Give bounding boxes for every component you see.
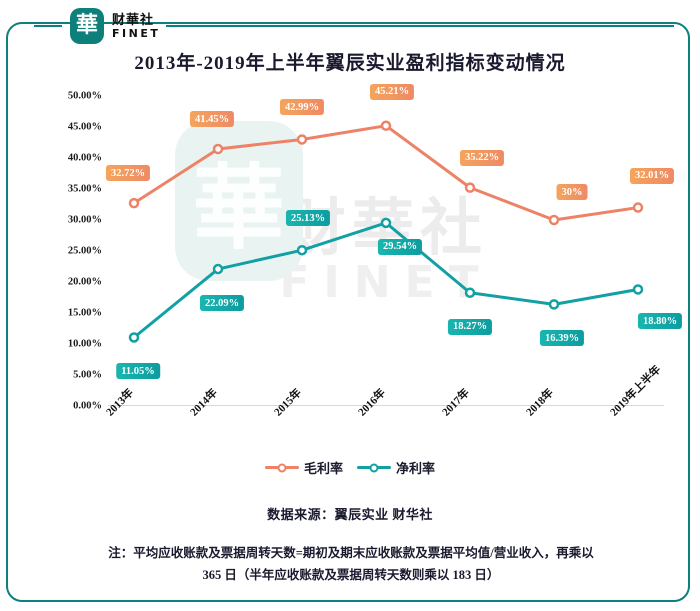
data-label: 29.54% [377, 238, 423, 255]
data-point [548, 214, 560, 226]
brand-logo: 華 财華社 FINET [34, 6, 674, 46]
data-label: 18.80% [637, 313, 683, 330]
data-point [296, 244, 308, 256]
chart-plot-area: 50.00% 45.00% 40.00% 35.00% 30.00% 25.00% 20.0… [36, 83, 683, 412]
legend-label: 净利率 [396, 461, 436, 476]
chart-legend: 毛利率 净利率 [0, 458, 700, 477]
data-point [128, 197, 140, 209]
footnote: 注：平均应收账款及票据周转天数=期初及期末应收账款及票据平均值/营业收入，再乘以… [36, 543, 666, 587]
logo-rule-right [166, 25, 674, 27]
data-label: 16.39% [539, 330, 585, 347]
data-point [632, 202, 644, 213]
y-axis: 50.00% 45.00% 40.00% 35.00% 30.00% 25.00% 20.0… [36, 91, 102, 412]
data-label: 11.05% [116, 363, 160, 380]
footnote-line-1: 注：平均应收账款及票据周转天数=期初及期末应收账款及票据平均值/营业收入，再乘以 [108, 546, 594, 560]
data-label: 35.22% [459, 149, 505, 166]
data-label: 41.45% [189, 111, 235, 127]
legend-line-swatch [264, 463, 299, 472]
legend-marker-icon [277, 463, 287, 472]
legend-line-swatch [357, 463, 391, 472]
y-axis-tick: 45.00% [67, 121, 102, 133]
footnote-line-2: 365 日（半年应收账款及票据周转天数则乘以 183 日） [202, 567, 500, 582]
y-axis-tick: 10.00% [67, 338, 102, 350]
legend-marker-icon [369, 463, 379, 472]
data-point [464, 182, 476, 193]
legend-label: 毛利率 [303, 461, 343, 476]
data-label: 32.72% [105, 165, 151, 182]
data-point [464, 287, 476, 298]
data-point [380, 120, 392, 131]
y-axis-tick: 50.00% [67, 90, 102, 102]
data-point [212, 143, 224, 155]
watermark-shield-glyph: 華 [192, 155, 285, 263]
logo-rule-left [34, 25, 62, 27]
series-lines [128, 120, 644, 343]
x-axis-line [108, 405, 664, 406]
legend-item-gross-margin[interactable]: 毛利率 [264, 458, 343, 477]
y-axis-tick: 5.00% [73, 369, 102, 381]
y-axis-tick: 0.00% [73, 400, 102, 412]
logo-name-en: FINET [112, 26, 161, 40]
y-axis-tick: 30.00% [67, 214, 102, 226]
data-point [548, 299, 560, 310]
data-point [380, 217, 392, 229]
data-source: 数据来源：翼辰实业 财华社 [267, 507, 433, 522]
y-axis-tick: 20.00% [67, 276, 102, 288]
y-axis-tick: 15.00% [67, 307, 102, 319]
y-axis-tick: 40.00% [67, 152, 102, 164]
legend-item-net-margin[interactable]: 净利率 [357, 458, 435, 477]
data-point [632, 284, 644, 295]
data-label: 45.21% [369, 83, 415, 100]
data-label: 18.27% [447, 318, 493, 335]
data-point [212, 263, 224, 275]
data-label: 22.09% [199, 295, 245, 312]
y-axis-tick: 25.00% [67, 245, 102, 257]
logo-wordmark: 财華社 FINET [112, 14, 160, 39]
content-frame [6, 22, 690, 602]
data-label: 32.01% [629, 167, 675, 184]
chart-canvas: 财華社 FINET 華 32.72% 41.45% 42.99% 45.21% 35.2… [105, 83, 683, 406]
data-point [128, 332, 140, 343]
data-label: 30% [556, 184, 588, 200]
data-point [296, 134, 308, 145]
y-axis-tick: 35.00% [67, 183, 102, 195]
data-label: 42.99% [279, 99, 325, 116]
page-title: 2013年-2019年上半年翼辰实业盈利指标变动情况 [134, 53, 566, 74]
series-line-gross [132, 124, 640, 222]
data-label: 25.13% [285, 210, 331, 227]
logo-name-cn: 财華社 [112, 12, 155, 28]
finet-logo-icon: 華 [70, 8, 104, 44]
x-axis: 2013年 2014年 2015年 2016年 2017年 2018年 2019年上半年 [104, 363, 664, 458]
